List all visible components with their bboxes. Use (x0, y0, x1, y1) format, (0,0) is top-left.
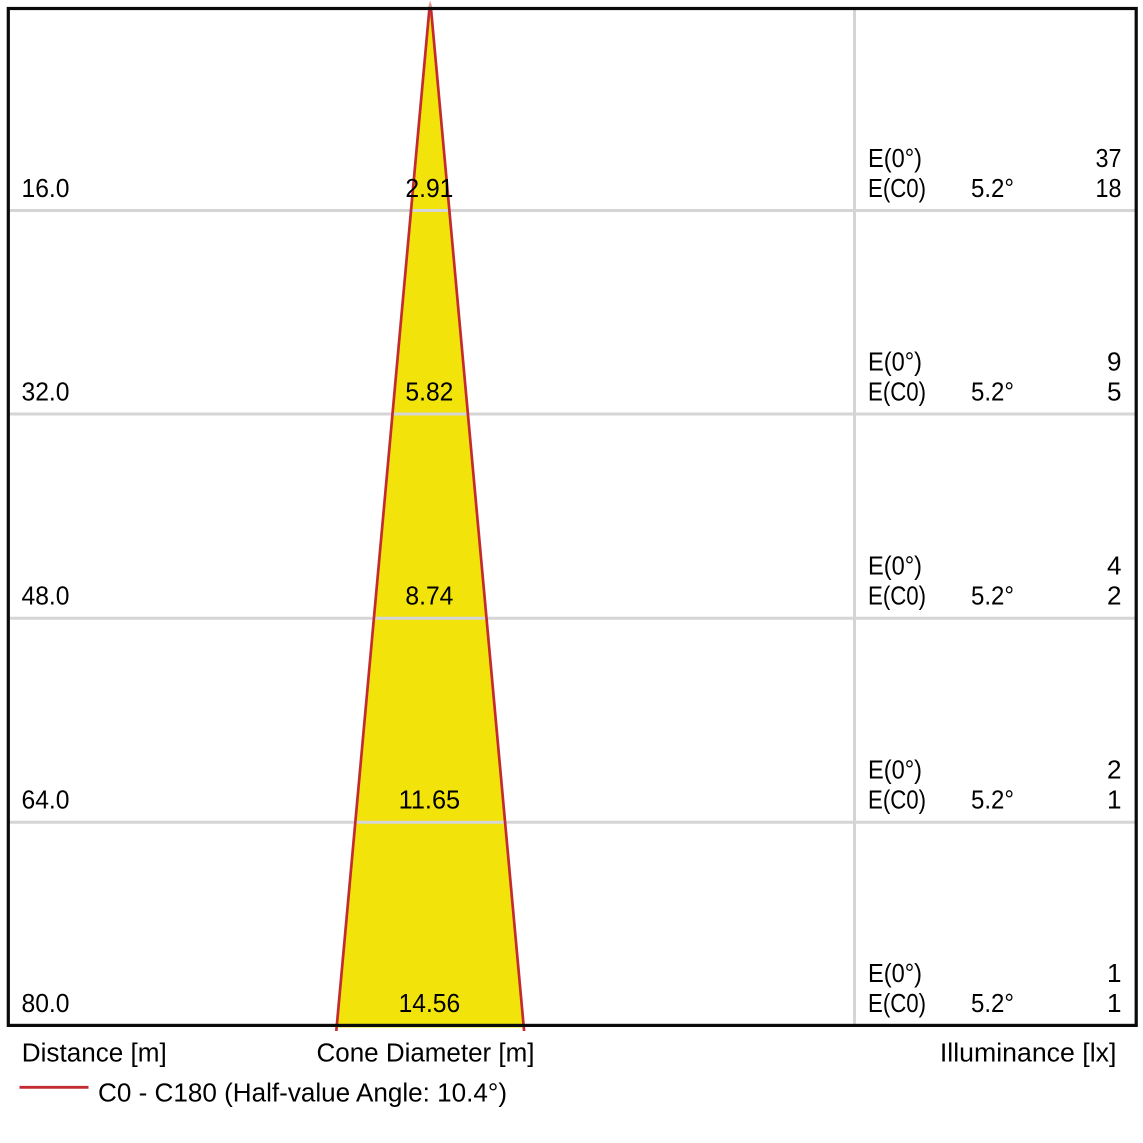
svg-text:32.0: 32.0 (22, 379, 70, 407)
svg-text:5: 5 (1107, 379, 1122, 407)
svg-text:Illuminance [lx]: Illuminance [lx] (940, 1040, 1117, 1068)
svg-text:37: 37 (1096, 145, 1122, 173)
svg-text:Distance [m]: Distance [m] (22, 1040, 167, 1068)
svg-text:14.56: 14.56 (399, 990, 461, 1018)
svg-text:2: 2 (1107, 583, 1122, 611)
svg-text:E(C0): E(C0) (868, 379, 926, 407)
svg-text:5.2°: 5.2° (971, 583, 1014, 611)
svg-text:C0 - C180 (Half-value Angle: 1: C0 - C180 (Half-value Angle: 10.4°) (98, 1079, 507, 1107)
svg-text:2: 2 (1107, 757, 1122, 785)
svg-text:5.2°: 5.2° (971, 379, 1014, 407)
svg-text:5.2°: 5.2° (971, 787, 1014, 815)
svg-text:9: 9 (1107, 348, 1122, 376)
svg-text:E(C0): E(C0) (868, 175, 926, 203)
svg-text:2.91: 2.91 (405, 175, 453, 203)
svg-text:E(C0): E(C0) (868, 787, 926, 815)
svg-text:5.82: 5.82 (405, 379, 453, 407)
svg-text:1: 1 (1107, 787, 1122, 815)
svg-text:64.0: 64.0 (22, 787, 70, 815)
svg-text:E(0°): E(0°) (868, 348, 922, 376)
svg-text:E(0°): E(0°) (868, 145, 922, 173)
svg-text:E(0°): E(0°) (868, 757, 922, 785)
svg-text:18: 18 (1096, 175, 1122, 203)
svg-text:Cone Diameter [m]: Cone Diameter [m] (317, 1040, 535, 1068)
svg-text:8.74: 8.74 (405, 583, 453, 611)
svg-text:E(0°): E(0°) (868, 553, 922, 581)
svg-text:4: 4 (1107, 553, 1122, 581)
svg-text:80.0: 80.0 (22, 990, 70, 1018)
svg-text:16.0: 16.0 (22, 175, 70, 203)
svg-text:5.2°: 5.2° (971, 175, 1014, 203)
svg-text:1: 1 (1107, 960, 1122, 988)
svg-text:11.65: 11.65 (399, 787, 461, 815)
svg-text:E(0°): E(0°) (868, 960, 922, 988)
svg-text:5.2°: 5.2° (971, 990, 1014, 1018)
svg-text:48.0: 48.0 (22, 583, 70, 611)
svg-text:1: 1 (1107, 990, 1122, 1018)
svg-text:E(C0): E(C0) (868, 583, 926, 611)
svg-text:E(C0): E(C0) (868, 990, 926, 1018)
